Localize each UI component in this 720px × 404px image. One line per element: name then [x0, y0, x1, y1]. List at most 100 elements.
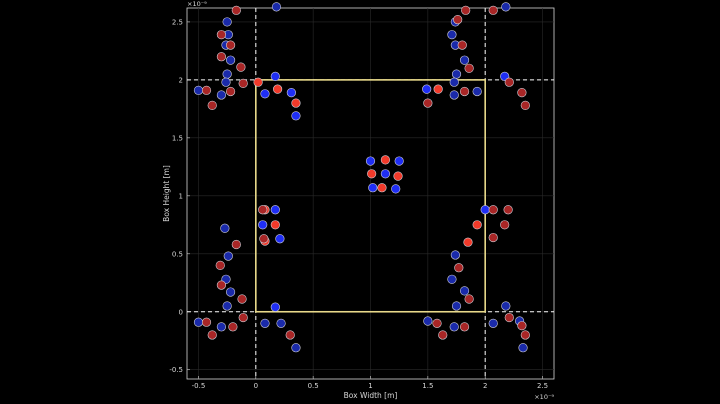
x-tick-label: 1: [368, 382, 372, 390]
blue_faded-particle-point: [291, 343, 301, 353]
y-axis-label: Box Height [m]: [162, 165, 171, 222]
blue_faded-particle-point: [459, 55, 470, 65]
blue-particle-point: [368, 183, 378, 193]
x-tick-label: 0.5: [308, 382, 319, 390]
y-tick-label: 1.5: [172, 134, 183, 142]
x-tick-label: 2: [483, 382, 487, 390]
red_faded-particle-point: [423, 98, 433, 108]
blue_faded-particle-point: [447, 274, 457, 284]
red-particle-point: [273, 84, 283, 94]
red_faded-particle-point: [225, 86, 236, 97]
red_faded-particle-point: [231, 5, 241, 15]
blue-particle-point: [275, 234, 285, 244]
x-tick-label: 0: [254, 382, 258, 390]
red-particle-point: [253, 77, 263, 87]
red_faded-particle-point: [517, 88, 527, 98]
blue-particle-point: [258, 220, 268, 230]
blue_faded-particle-point: [260, 318, 270, 328]
red-particle-point: [291, 98, 301, 108]
simulation-box: [255, 79, 486, 313]
red-particle-point: [393, 171, 403, 181]
red_faded-particle-point: [228, 322, 238, 332]
red-particle-point: [463, 237, 473, 247]
red_faded-particle-point: [231, 239, 241, 250]
red_faded-particle-point: [520, 330, 530, 340]
blue_faded-particle-point: [276, 318, 286, 328]
red_faded-particle-point: [215, 260, 225, 270]
blue-particle-point: [260, 89, 270, 99]
red_faded-particle-point: [464, 63, 474, 73]
blue-particle-point: [291, 111, 301, 121]
red-particle-point: [270, 220, 280, 230]
blue_faded-particle-point: [449, 77, 459, 87]
red_faded-particle-point: [259, 234, 269, 244]
blue-particle-point: [286, 88, 296, 98]
blue-particle-point: [365, 156, 376, 166]
red-particle-point: [380, 155, 391, 165]
blue_faded-particle-point: [472, 86, 482, 97]
x-tick-label: 2.5: [537, 382, 548, 390]
red_faded-particle-point: [488, 205, 498, 215]
y-tick-label: -0.5: [169, 366, 183, 374]
blue-particle-point: [394, 156, 404, 166]
blue_faded-particle-point: [222, 17, 232, 27]
red_faded-particle-point: [457, 40, 467, 50]
y-tick-label: 2.5: [172, 18, 183, 26]
blue_faded-particle-point: [459, 286, 470, 296]
red_faded-particle-point: [454, 263, 464, 273]
blue-particle-point: [391, 184, 401, 194]
red_faded-particle-point: [216, 30, 227, 40]
x-axis-label: Box Width [m]: [344, 391, 398, 400]
red_faded-particle-point: [432, 318, 442, 328]
red_faded-particle-point: [238, 78, 248, 88]
blue-particle-point: [270, 205, 280, 215]
red_faded-particle-point: [459, 322, 470, 332]
red_faded-particle-point: [503, 205, 513, 215]
red_faded-particle-point: [216, 280, 227, 290]
blue_faded-particle-point: [449, 90, 459, 100]
y-tick-label: 2: [179, 76, 183, 84]
red_faded-particle-point: [461, 5, 471, 15]
x-tick-label: 1.5: [422, 382, 433, 390]
red_faded-particle-point: [207, 100, 217, 110]
blue-particle-point: [422, 84, 432, 94]
red_faded-particle-point: [236, 62, 246, 72]
blue_faded-particle-point: [221, 77, 231, 87]
blue_faded-particle-point: [488, 318, 498, 328]
blue_faded-particle-point: [222, 301, 232, 311]
blue_faded-particle-point: [225, 287, 236, 297]
red_faded-particle-point: [520, 100, 530, 110]
blue_faded-particle-point: [518, 343, 528, 353]
blue_faded-particle-point: [220, 223, 230, 233]
blue_faded-particle-point: [501, 301, 511, 311]
x-axis-exponent: ×10⁻⁹: [534, 393, 554, 401]
blue_faded-particle-point: [216, 322, 227, 332]
red_faded-particle-point: [201, 85, 212, 95]
red_faded-particle-point: [207, 330, 217, 340]
blue_faded-particle-point: [450, 250, 460, 260]
red_faded-particle-point: [504, 77, 514, 87]
blue_faded-particle-point: [449, 322, 459, 332]
red_faded-particle-point: [504, 312, 514, 323]
red_faded-particle-point: [216, 52, 227, 62]
blue_faded-particle-point: [216, 90, 227, 100]
red_faded-particle-point: [285, 330, 295, 340]
axis-ticks: -0.5 0 0.5 1 1.5 2 2.5 -0.5 0 0.5 1 1.5 2 2.5: [169, 18, 548, 390]
red_faded-particle-point: [258, 205, 268, 215]
blue_faded-particle-point: [451, 69, 462, 79]
red_faded-particle-point: [438, 330, 448, 340]
red_faded-particle-point: [453, 14, 463, 25]
red_faded-particle-point: [201, 317, 212, 327]
blue_faded-particle-point: [271, 2, 282, 12]
blue_faded-particle-point: [451, 301, 462, 311]
blue_faded-particle-point: [423, 316, 433, 326]
red-particle-point: [472, 220, 482, 230]
red_faded-particle-point: [517, 321, 527, 331]
y-tick-label: 1: [179, 192, 183, 200]
blue_faded-particle-point: [223, 251, 233, 261]
blue-particle-point: [270, 71, 280, 82]
blue_faded-particle-point: [225, 55, 236, 65]
red_faded-particle-point: [237, 294, 247, 304]
red-particle-point: [367, 169, 377, 179]
